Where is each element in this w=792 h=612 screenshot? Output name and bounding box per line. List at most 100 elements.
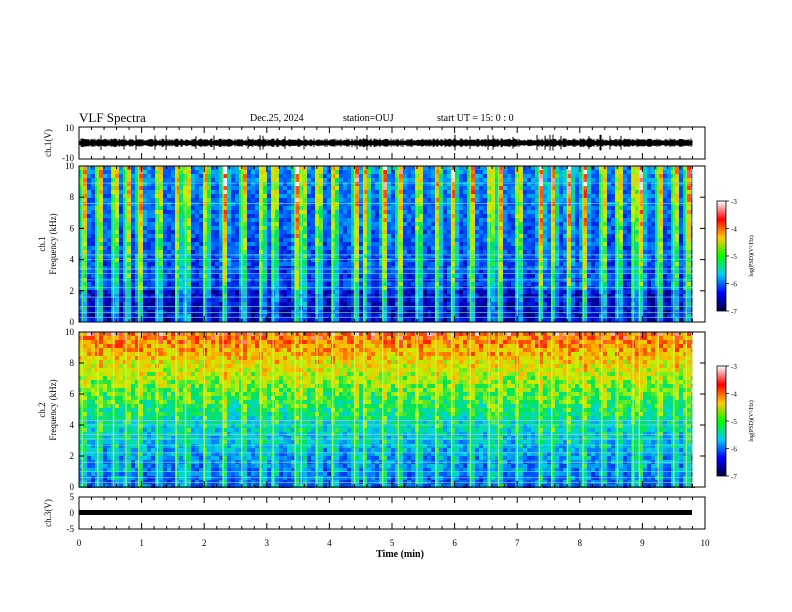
spectrogram-cell [419,310,423,314]
spectrogram-cell [559,170,563,174]
spectrogram-cell [171,186,175,190]
spectrogram-cell [83,302,87,306]
spectrogram-cell [427,222,431,226]
spectrogram-cell [283,194,287,198]
spectrogram-cell [263,246,267,250]
spectrogram-cell [563,194,567,198]
spectrogram-cell [303,206,307,210]
spectrogram-cell [507,170,511,174]
spectrogram-cell [283,210,287,214]
spectrogram-cell [131,202,135,206]
spectrogram-cell [407,174,411,178]
spectrogram-cell [195,218,199,222]
spectrogram-cell [467,294,471,298]
spectrogram-cell [147,254,151,258]
spectrogram-cell [439,198,443,202]
spectrogram-cell [291,190,295,194]
spectrogram-cell [475,166,479,170]
spectrogram-cell [363,182,367,186]
spectrogram-cell [151,302,155,306]
spectrogram-cell [567,178,571,182]
spectrogram-cell [351,270,355,274]
spectrogram-cell [195,186,199,190]
spectrogram-cell [551,318,555,322]
spectrogram-cell [143,202,147,206]
spectrogram-cell [115,186,119,190]
spectrogram-cell [407,310,411,314]
spectrogram-cell [79,218,83,222]
spectrogram-cell [431,298,435,302]
spectrogram-cell [287,218,291,222]
spectrogram-cell [359,214,363,218]
spectrogram-cell [499,218,503,222]
spectrogram-cell [151,186,155,190]
spectrogram-cell [295,226,299,230]
spectrogram-cell [375,294,379,298]
spectrogram-cell [407,210,411,214]
spectrogram-cell [159,266,163,270]
spectrogram-cell [131,214,135,218]
spectrogram-cell [295,190,299,194]
spectrogram-cell [475,242,479,246]
spectrogram-cell [319,186,323,190]
spectrogram-cell [507,294,511,298]
spectrogram-cell [99,262,103,266]
spectrogram-cell [275,238,279,242]
spectrogram-cell [231,238,235,242]
spectrogram-cell [275,274,279,278]
spectrogram-cell [231,246,235,250]
spectrogram-cell [555,198,559,202]
spectrogram-cell [303,302,307,306]
spectrogram-cell [543,262,547,266]
spectrogram-cell [583,178,587,182]
spectrogram-cell [255,210,259,214]
spectrogram-cell [375,302,379,306]
spectrogram-cell [131,226,135,230]
spectrogram-cell [387,310,391,314]
spectrogram-cell [211,306,215,310]
spectrogram-cell [103,318,107,322]
spectrogram-cell [235,194,239,198]
spectrogram-cell [147,282,151,286]
spectrogram-cell [359,190,363,194]
spectrogram-cell [323,210,327,214]
spectrogram-cell [159,210,163,214]
spectrogram-cell [419,206,423,210]
spectrogram-cell [207,246,211,250]
spectrogram-cell [287,290,291,294]
spectrogram-cell [163,178,167,182]
spectrogram-cell [511,294,515,298]
spectrogram-cell [207,210,211,214]
spectrogram-cell [107,234,111,238]
spectrogram-cell [451,222,455,226]
spectrogram-cell [107,242,111,246]
spectrogram-cell [247,298,251,302]
spectrogram-cell [471,274,475,278]
spectrogram-cell [367,294,371,298]
spectrogram-cell [235,318,239,322]
spectrogram-cell [495,226,499,230]
spectrogram-cell [411,242,415,246]
spectrogram-cell [427,270,431,274]
spectrogram-cell [583,198,587,202]
spectrogram-cell [383,226,387,230]
spectrogram-cell [319,170,323,174]
spectrogram-cell [279,222,283,226]
spectrogram-cell [323,314,327,318]
spectrogram-cell [163,190,167,194]
spectrogram-cell [347,302,351,306]
spectrogram-cell [423,314,427,318]
spectrogram-cell [311,218,315,222]
spectrogram-cell [531,266,535,270]
spectrogram-cell [427,302,431,306]
spectrogram-cell [527,182,531,186]
spectrogram-cell [459,234,463,238]
spectrogram-cell [519,298,523,302]
spectrogram-cell [343,270,347,274]
spectrogram-cell [239,186,243,190]
spectrogram-cell [563,222,567,226]
spectrogram-cell [339,210,343,214]
spectrogram-cell [139,262,143,266]
spectrogram-cell [435,290,439,294]
spectrogram-cell [563,254,567,258]
